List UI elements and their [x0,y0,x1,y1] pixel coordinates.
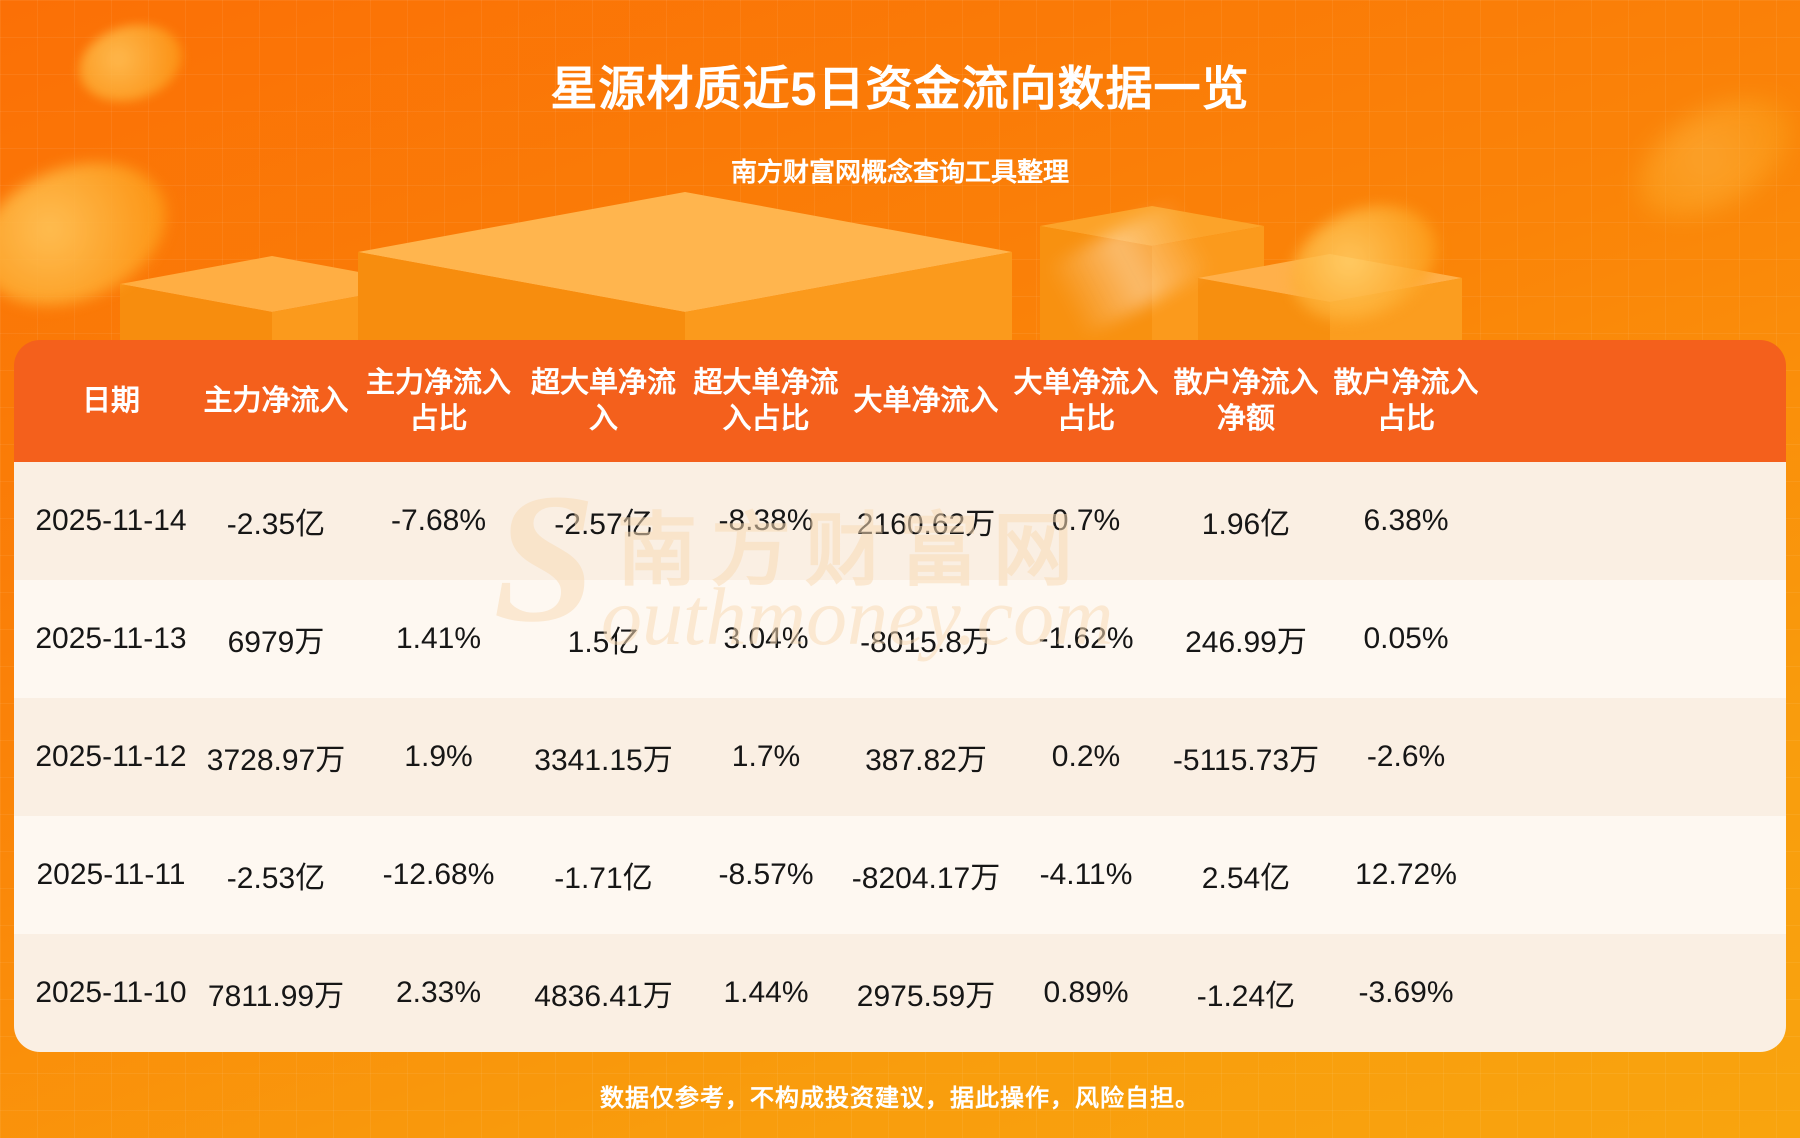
table-row: 2025-11-12 3728.97万 1.9% 3341.15万 1.7% 3… [14,698,1786,816]
column-header-main-net-inflow: 主力净流入 [203,384,349,417]
cell-retail-net-inflow: 1.96亿 [1201,508,1291,541]
page-title: 星源材质近5日资金流向数据一览 [550,62,1250,115]
disclaimer-text: 数据仅参考，不构成投资建议，据此操作，风险自担。 [600,1085,1200,1112]
table-row: 2025-11-13 6979万 1.41% 1.5亿 3.04% -8015.… [14,580,1786,698]
column-header-large-net-inflow-ratio: 大单净流入占比 [1013,366,1159,435]
table-row: 2025-11-11 -2.53亿 -12.68% -1.71亿 -8.57% … [14,816,1786,934]
cell-large-net-inflow-ratio: -1.62% [1038,622,1134,655]
cell-retail-net-inflow-ratio: -2.6% [1366,740,1446,773]
cell-super-large-net-inflow-ratio: 1.7% [731,740,801,773]
cell-main-net-inflow: 6979万 [227,626,325,659]
cell-date: 2025-11-10 [35,976,187,1009]
cell-large-net-inflow: -8015.8万 [860,626,992,659]
cell-large-net-inflow-ratio: 0.89% [1043,976,1129,1009]
cell-super-large-net-inflow: -2.57亿 [554,508,653,541]
cell-large-net-inflow: 387.82万 [865,744,987,777]
cell-main-net-inflow: -2.35亿 [226,508,326,541]
page-subtitle: 南方财富网概念查询工具整理 [730,157,1069,187]
cell-large-net-inflow-ratio: -4.11% [1039,858,1133,891]
column-header-large-net-inflow: 大单净流入 [853,384,999,417]
table-row: 2025-11-10 7811.99万 2.33% 4836.41万 1.44%… [14,934,1786,1052]
cell-super-large-net-inflow-ratio: -8.57% [718,858,814,891]
column-header-super-large-net-inflow-ratio: 超大单净流入占比 [693,366,839,435]
cell-date: 2025-11-11 [36,858,186,891]
column-header-retail-net-inflow-ratio: 散户净流入占比 [1333,366,1479,435]
cell-retail-net-inflow-ratio: 6.38% [1363,504,1449,537]
cell-retail-net-inflow-ratio: 12.72% [1355,858,1457,891]
cell-large-net-inflow: 2160.62万 [856,508,996,541]
cell-retail-net-inflow-ratio: 0.05% [1363,622,1449,655]
cell-super-large-net-inflow-ratio: -8.38% [718,504,814,537]
column-header-main-net-inflow-ratio: 主力净流入占比 [365,366,511,435]
cell-main-net-inflow: 7811.99万 [207,980,345,1013]
cell-retail-net-inflow: -5115.73万 [1172,744,1320,777]
cell-main-net-inflow: -2.53亿 [226,862,326,895]
cell-large-net-inflow: -8204.17万 [851,862,1001,895]
cell-super-large-net-inflow: 3341.15万 [534,744,673,777]
cell-retail-net-inflow: 2.54亿 [1201,862,1291,895]
cell-super-large-net-inflow-ratio: 1.44% [723,976,809,1009]
cell-main-net-inflow-ratio: 1.9% [404,740,473,773]
cell-super-large-net-inflow-ratio: 3.04% [723,622,809,655]
cell-date: 2025-11-14 [35,504,187,537]
column-header-super-large-net-inflow: 超大单净流入 [530,366,676,435]
cell-main-net-inflow: 3728.97万 [206,744,346,777]
table-header-row: 日期 主力净流入 主力净流入占比 超大单净流入 超大单净流入占比 大单净流入 大… [14,340,1786,462]
cell-main-net-inflow-ratio: -12.68% [382,858,495,891]
cell-main-net-inflow-ratio: -7.68% [390,504,487,537]
cell-super-large-net-inflow: 4836.41万 [534,980,673,1013]
cell-retail-net-inflow-ratio: -3.69% [1358,976,1454,1009]
fund-flow-table: 日期 主力净流入 主力净流入占比 超大单净流入 超大单净流入占比 大单净流入 大… [14,340,1786,1052]
cell-super-large-net-inflow: 1.5亿 [567,626,640,659]
cell-main-net-inflow-ratio: 1.41% [395,622,482,655]
cell-retail-net-inflow: -1.24亿 [1196,980,1296,1013]
cell-date: 2025-11-13 [35,622,187,655]
cell-large-net-inflow: 2975.59万 [856,980,996,1013]
column-header-date: 日期 [81,384,140,417]
cell-super-large-net-inflow: -1.71亿 [554,862,653,895]
cell-date: 2025-11-12 [35,740,187,773]
cell-main-net-inflow-ratio: 2.33% [395,976,482,1009]
cell-retail-net-inflow: 246.99万 [1185,626,1307,659]
table-row: 2025-11-14 -2.35亿 -7.68% -2.57亿 -8.38% 2… [14,462,1786,580]
column-header-retail-net-inflow: 散户净流入净额 [1173,366,1319,435]
cell-large-net-inflow-ratio: 0.2% [1051,740,1121,773]
cell-large-net-inflow-ratio: 0.7% [1051,504,1121,537]
